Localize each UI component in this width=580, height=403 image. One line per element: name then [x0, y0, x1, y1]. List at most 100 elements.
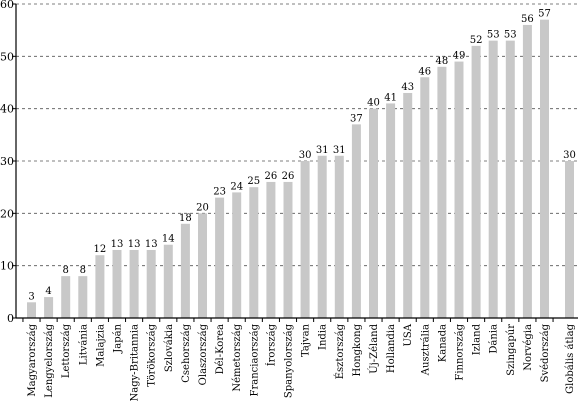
data-label: 8 — [63, 265, 69, 276]
data-label: 30 — [563, 150, 576, 161]
data-label: 12 — [94, 244, 107, 255]
data-label: 4 — [45, 286, 51, 297]
y-tick-label: 50 — [0, 50, 14, 63]
x-category-label: Svédország — [540, 323, 551, 382]
bar — [215, 197, 225, 318]
bar — [78, 276, 88, 318]
data-label: 57 — [538, 9, 551, 20]
data-label: 13 — [128, 239, 141, 250]
x-category-label: Litvánia — [78, 324, 89, 365]
data-label: 43 — [401, 82, 414, 93]
bar — [129, 249, 139, 318]
bar — [112, 249, 122, 318]
x-category-label: Szlovákia — [164, 324, 175, 372]
bar — [163, 244, 173, 318]
data-label: 31 — [316, 145, 329, 156]
y-tick-label: 40 — [0, 103, 14, 116]
bar — [334, 155, 344, 318]
bar — [488, 40, 498, 319]
x-category-label: Japán — [113, 323, 124, 353]
bar — [266, 181, 276, 318]
x-category-label: Nagy-Britannia — [130, 324, 141, 402]
x-category-label: Szingapúr — [506, 324, 517, 376]
x-axis-labels: Magyarország Lengyelország Lettország Litvá… — [27, 323, 576, 401]
x-category-label: Finnország — [455, 323, 466, 380]
data-label: 37 — [350, 113, 363, 124]
x-category-label: Hongkong — [352, 323, 363, 376]
bar — [95, 255, 105, 318]
data-label: 23 — [213, 187, 226, 198]
bar — [283, 181, 293, 318]
bars — [27, 19, 574, 319]
x-category-label: Magyarország — [27, 323, 38, 396]
x-category-label: Izland — [472, 323, 483, 355]
data-label: 53 — [487, 30, 500, 41]
y-tick-label: 0 — [7, 312, 14, 325]
x-category-label: Németország — [232, 323, 243, 391]
bar — [249, 187, 259, 318]
data-label: 13 — [111, 239, 124, 250]
y-tick-label: 30 — [0, 155, 14, 168]
x-category-label: Dél-Korea — [215, 324, 226, 374]
data-label: 41 — [384, 92, 397, 103]
bar — [44, 297, 54, 318]
data-label: 46 — [418, 66, 431, 77]
bar — [351, 124, 361, 318]
data-label: 49 — [453, 51, 466, 62]
x-category-label: Hollandia — [386, 324, 397, 373]
data-label: 24 — [230, 181, 243, 192]
bar — [540, 19, 549, 318]
bar — [369, 108, 378, 319]
data-label: 25 — [247, 176, 260, 187]
x-category-label: Tajvan — [301, 323, 312, 357]
bar — [565, 161, 574, 318]
data-label: 20 — [196, 202, 209, 213]
bar — [198, 213, 207, 318]
bar — [27, 302, 36, 318]
data-label: 53 — [504, 30, 517, 41]
x-category-label: Törökország — [147, 323, 158, 386]
bar — [232, 192, 242, 318]
data-label: 14 — [162, 234, 175, 245]
bar — [300, 161, 310, 318]
data-label: 18 — [179, 213, 192, 224]
x-category-label: Norvégia — [523, 324, 534, 371]
x-category-label: Írország — [265, 323, 277, 366]
data-label: 31 — [333, 145, 346, 156]
x-category-label: Kanada — [437, 324, 448, 362]
x-category-label: Csehország — [181, 323, 192, 382]
y-tick-label: 20 — [0, 207, 14, 220]
y-tick-label: 60 — [0, 0, 14, 11]
x-category-label: Dánia — [489, 324, 500, 354]
bar — [403, 92, 413, 318]
bar — [471, 45, 481, 318]
data-label: 30 — [299, 150, 312, 161]
bar — [505, 40, 515, 319]
data-label: 26 — [282, 171, 295, 182]
bar — [61, 276, 71, 318]
y-axis-ticks: 0 10 20 30 40 50 60 — [0, 0, 16, 325]
x-category-label: Globális átlag — [565, 323, 576, 393]
x-category-label: Ausztrália — [420, 324, 431, 376]
data-label: 48 — [436, 56, 449, 67]
x-category-label: Lengyelország — [44, 323, 55, 397]
x-category-label: India — [318, 324, 329, 350]
data-label: 3 — [28, 291, 34, 302]
bar — [317, 155, 327, 318]
x-category-label: Lettország — [61, 323, 72, 378]
x-category-label: Franciaország — [249, 323, 260, 396]
x-category-label: Észtország — [334, 323, 346, 379]
data-label: 26 — [265, 171, 278, 182]
bar — [180, 223, 190, 318]
bar — [522, 24, 532, 319]
bar — [454, 61, 464, 319]
bar — [437, 66, 447, 318]
bar — [386, 103, 396, 318]
x-category-label: Spanyolország — [284, 323, 295, 398]
x-category-label: USA — [403, 323, 414, 346]
x-category-label: Malajzia — [95, 324, 106, 367]
x-category-label: Olaszország — [198, 323, 209, 385]
bar — [146, 249, 156, 318]
